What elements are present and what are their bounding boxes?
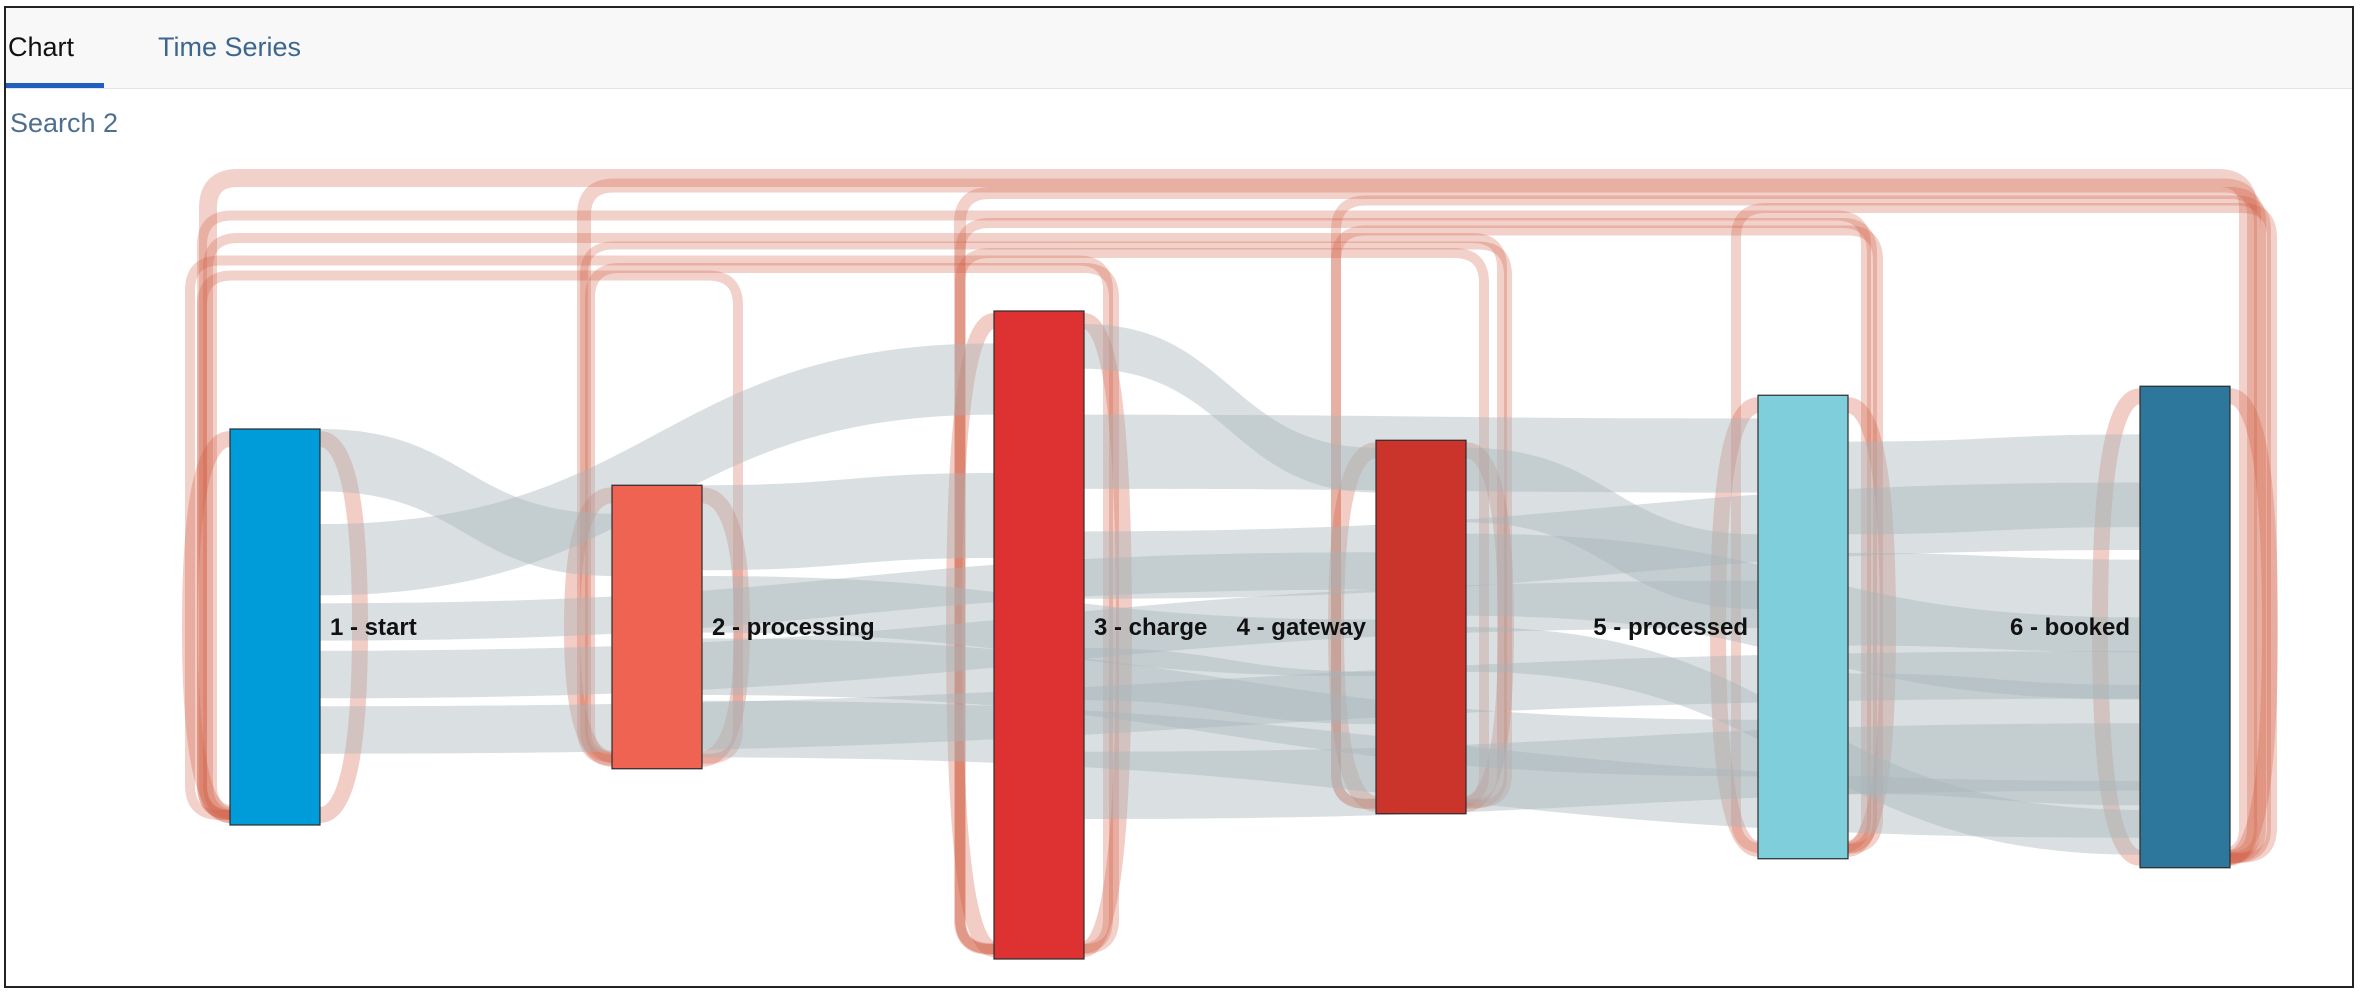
backward-link-12 — [185, 255, 1113, 954]
tab-time-series-label: Time Series — [158, 32, 302, 62]
backward-link-1 — [199, 169, 2257, 867]
backward-link-6 — [197, 210, 1871, 854]
backward-link-14 — [197, 270, 743, 820]
forward-link-12 — [1084, 482, 2140, 599]
forward-link-18 — [1848, 434, 2140, 535]
backward-links — [181, 169, 2279, 957]
incoming-loop-5 — [1709, 397, 1760, 857]
forward-link-6 — [702, 473, 994, 571]
node-3-charge[interactable] — [993, 310, 1085, 960]
node-2-processing[interactable] — [611, 484, 703, 770]
forward-link-1 — [320, 429, 612, 576]
self-loop-2 — [701, 487, 751, 767]
incoming-loop-4 — [1327, 442, 1378, 812]
chart-panel: Chart Time Series Search 2 1 - start 2 - … — [4, 6, 2354, 988]
tab-time-series[interactable]: Time Series — [158, 30, 301, 86]
forward-link-13 — [1084, 647, 1376, 725]
active-tab-indicator — [6, 83, 104, 88]
node-label-3-charge: 3 - charge — [1094, 614, 1207, 641]
backward-link-4 — [1331, 195, 2271, 863]
backward-link-8 — [1331, 225, 1883, 854]
self-loop-3 — [1082, 313, 1133, 957]
node-4-gateway[interactable] — [1375, 439, 1467, 815]
forward-link-5 — [320, 651, 2140, 754]
backward-link-2 — [577, 178, 2261, 865]
incoming-loop-3 — [945, 313, 996, 957]
incoming-loop-1 — [181, 431, 232, 823]
tab-chart[interactable]: Chart — [6, 30, 104, 88]
incoming-loop-2 — [563, 487, 613, 767]
backward-link-13 — [585, 263, 1119, 954]
backward-link-7 — [955, 218, 1877, 954]
node-5-processed[interactable] — [1757, 394, 1849, 860]
backward-link-3 — [954, 187, 2266, 955]
forward-link-10 — [1084, 323, 1376, 493]
backward-link-11 — [955, 248, 1489, 954]
forward-link-15 — [1466, 447, 1758, 609]
node-labels: 1 - start 2 - processing 3 - charge 4 - gat… — [330, 614, 2130, 641]
tab-bar: Chart Time Series — [6, 8, 2352, 89]
forward-link-2 — [320, 343, 994, 596]
node-label-6-booked: 6 - booked — [2010, 614, 2130, 641]
self-loop-4 — [1464, 442, 1515, 812]
self-loop-1 — [318, 431, 369, 823]
forward-link-20 — [1848, 673, 2140, 806]
node-1-start[interactable] — [229, 428, 321, 826]
forward-link-3 — [320, 552, 1376, 641]
backward-link-9 — [203, 233, 1507, 820]
node-label-5-processed: 5 - processed — [1593, 614, 1748, 641]
nodes — [229, 310, 2231, 960]
incoming-loop-6 — [2091, 388, 2142, 866]
node-label-2-processing: 2 - processing — [712, 614, 875, 641]
self-loop-5 — [1846, 397, 1897, 857]
forward-link-19 — [1848, 552, 2140, 653]
self-loop-6 — [2228, 388, 2279, 866]
search-title: Search 2 — [10, 108, 119, 138]
backward-link-5 — [1731, 203, 2277, 863]
forward-link-14 — [1084, 723, 2140, 820]
node-6-booked[interactable] — [2139, 385, 2231, 869]
backward-link-10 — [580, 241, 1512, 808]
node-label-4-gateway: 4 - gateway — [1237, 614, 1367, 641]
tab-chart-label: Chart — [8, 32, 75, 62]
forward-link-8 — [702, 638, 1758, 777]
node-label-1-start: 1 - start — [330, 614, 417, 641]
sankey-chart: 1 - start 2 - processing 3 - charge 4 - gat… — [181, 169, 2279, 960]
